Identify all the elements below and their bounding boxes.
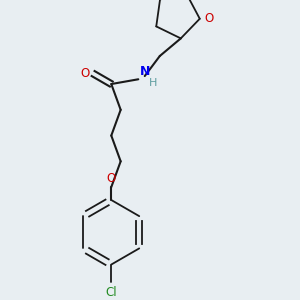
Text: H: H — [149, 77, 157, 88]
Text: O: O — [80, 67, 89, 80]
Text: N: N — [140, 65, 150, 78]
Text: O: O — [107, 172, 116, 184]
Text: Cl: Cl — [106, 286, 117, 299]
Text: O: O — [205, 12, 214, 25]
